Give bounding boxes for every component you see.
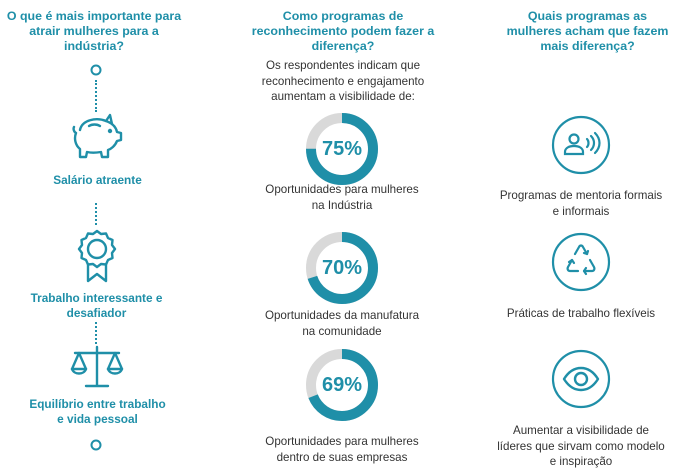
connector-ring-top: [90, 64, 102, 76]
left-item-label: Trabalho interessante e desafiador: [30, 291, 163, 320]
donut-chart: [306, 232, 378, 304]
connector-line: [95, 203, 97, 225]
right-column-heading: Quais programas as mulheres acham que fa…: [506, 9, 669, 53]
donut-caption: Oportunidades da manufatura na comunidad…: [264, 309, 420, 338]
connector-ring-bottom: [90, 439, 102, 451]
left-column-heading: O que é mais importante para atrair mulh…: [6, 9, 182, 53]
connector-line: [95, 322, 97, 344]
connector-line: [95, 80, 97, 112]
donut-chart: [306, 349, 378, 421]
donut-percent-label: 69%: [321, 374, 363, 396]
middle-column-intro: Os respondentes indicam que reconhecimen…: [261, 59, 425, 103]
donut-caption: Oportunidades para mulheres dentro de su…: [265, 435, 419, 464]
mentor-speaking-icon: [551, 115, 611, 175]
recycle-arrows-icon: [551, 232, 611, 292]
right-item-label: Aumentar a visibilidade de líderes que s…: [497, 424, 665, 468]
middle-column-heading: Como programas de reconhecimento podem f…: [251, 9, 435, 53]
donut-caption: Oportunidades para mulheres na Indústria: [265, 183, 419, 212]
donut-percent-label: 75%: [321, 138, 363, 160]
balance-scale-icon: [70, 345, 124, 388]
left-item-label: Salário atraente: [53, 173, 142, 187]
right-item-label: Programas de mentoria formais e informai…: [499, 189, 663, 218]
left-item-label: Equilíbrio entre trabalho e vida pessoal: [29, 397, 166, 426]
donut-chart: [306, 113, 378, 185]
piggy-bank-icon: [72, 113, 123, 159]
donut-percent-label: 70%: [321, 257, 363, 279]
right-item-label: Práticas de trabalho flexíveis: [506, 307, 656, 320]
eye-icon: [551, 349, 611, 409]
award-ribbon-icon: [77, 229, 117, 283]
